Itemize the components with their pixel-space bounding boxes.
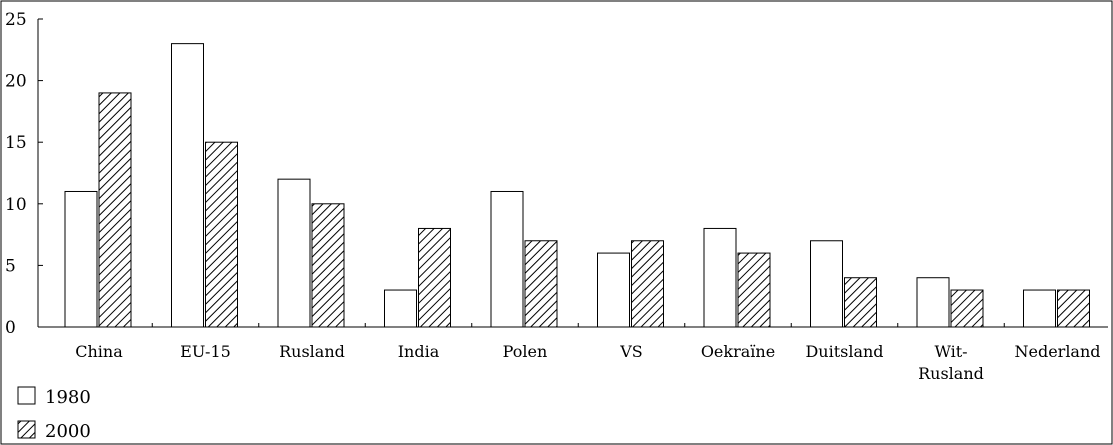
legend-swatch-1980 bbox=[17, 386, 36, 405]
bar-2000-vs bbox=[631, 240, 664, 328]
legend-label-1980: 1980 bbox=[45, 387, 91, 408]
x-category-label: VS bbox=[619, 342, 643, 361]
bar-2000-china bbox=[98, 92, 132, 328]
bar-2000-polen bbox=[524, 240, 558, 328]
bar-2000-eu-15 bbox=[205, 141, 238, 328]
bar-1980-india bbox=[384, 289, 417, 328]
plot-area: 0 5 10 15 20 25 China EU-15 Rusland India Polen VS O… bbox=[5, 10, 1108, 383]
bar-1980-wit-rusland bbox=[916, 277, 950, 328]
x-category-label: Oekraïne bbox=[701, 342, 775, 361]
x-category-label: EU-15 bbox=[180, 342, 231, 361]
y-tick-label: 25 bbox=[5, 10, 27, 30]
y-tick-label: 20 bbox=[5, 72, 27, 92]
y-tick-label: 15 bbox=[5, 133, 27, 153]
bar-2000-duitsland bbox=[844, 277, 877, 328]
y-tick-label: 5 bbox=[5, 256, 16, 276]
x-category-label: Wit- bbox=[934, 342, 967, 361]
bar-1980-duitsland bbox=[810, 240, 843, 328]
x-category-label: Polen bbox=[503, 342, 548, 361]
bar-2000-india bbox=[418, 227, 451, 328]
legend-label-2000: 2000 bbox=[45, 421, 91, 442]
x-category-label: Nederland bbox=[1014, 342, 1100, 361]
bar-1980-oekra-ne bbox=[703, 227, 737, 328]
x-category-label: Duitsland bbox=[805, 342, 883, 361]
x-category-label: Rusland bbox=[279, 342, 345, 361]
y-tick-label: 0 bbox=[5, 318, 16, 338]
bar-2000-nederland bbox=[1057, 289, 1090, 328]
bar-1980-china bbox=[64, 190, 98, 328]
legend-swatch-2000 bbox=[17, 420, 36, 439]
bar-2000-rusland bbox=[311, 203, 345, 328]
legend: 1980 2000 bbox=[17, 386, 91, 442]
bar-2000-wit-rusland bbox=[950, 289, 984, 328]
x-category-label: China bbox=[75, 342, 123, 361]
y-tick-label: 10 bbox=[5, 195, 27, 215]
bar-1980-vs bbox=[597, 252, 630, 328]
bar-1980-eu-15 bbox=[171, 43, 204, 328]
bar-1980-rusland bbox=[277, 178, 311, 328]
x-category-label: Rusland bbox=[918, 364, 984, 383]
x-category-label: India bbox=[398, 342, 440, 361]
bar-1980-nederland bbox=[1023, 289, 1056, 328]
bar-2000-oekra-ne bbox=[737, 252, 771, 328]
bar-1980-polen bbox=[490, 190, 524, 328]
